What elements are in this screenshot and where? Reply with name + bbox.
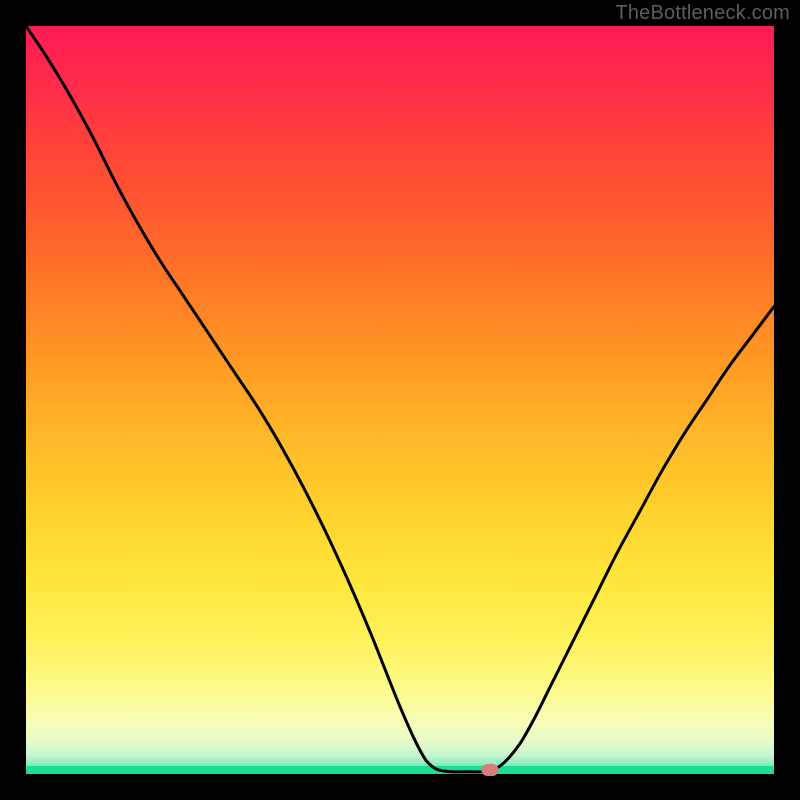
min-point-marker	[481, 764, 498, 776]
plot-area	[26, 26, 774, 774]
chart-frame: TheBottleneck.com	[0, 0, 800, 800]
watermark-text: TheBottleneck.com	[615, 2, 790, 25]
bottleneck-curve	[26, 26, 774, 774]
